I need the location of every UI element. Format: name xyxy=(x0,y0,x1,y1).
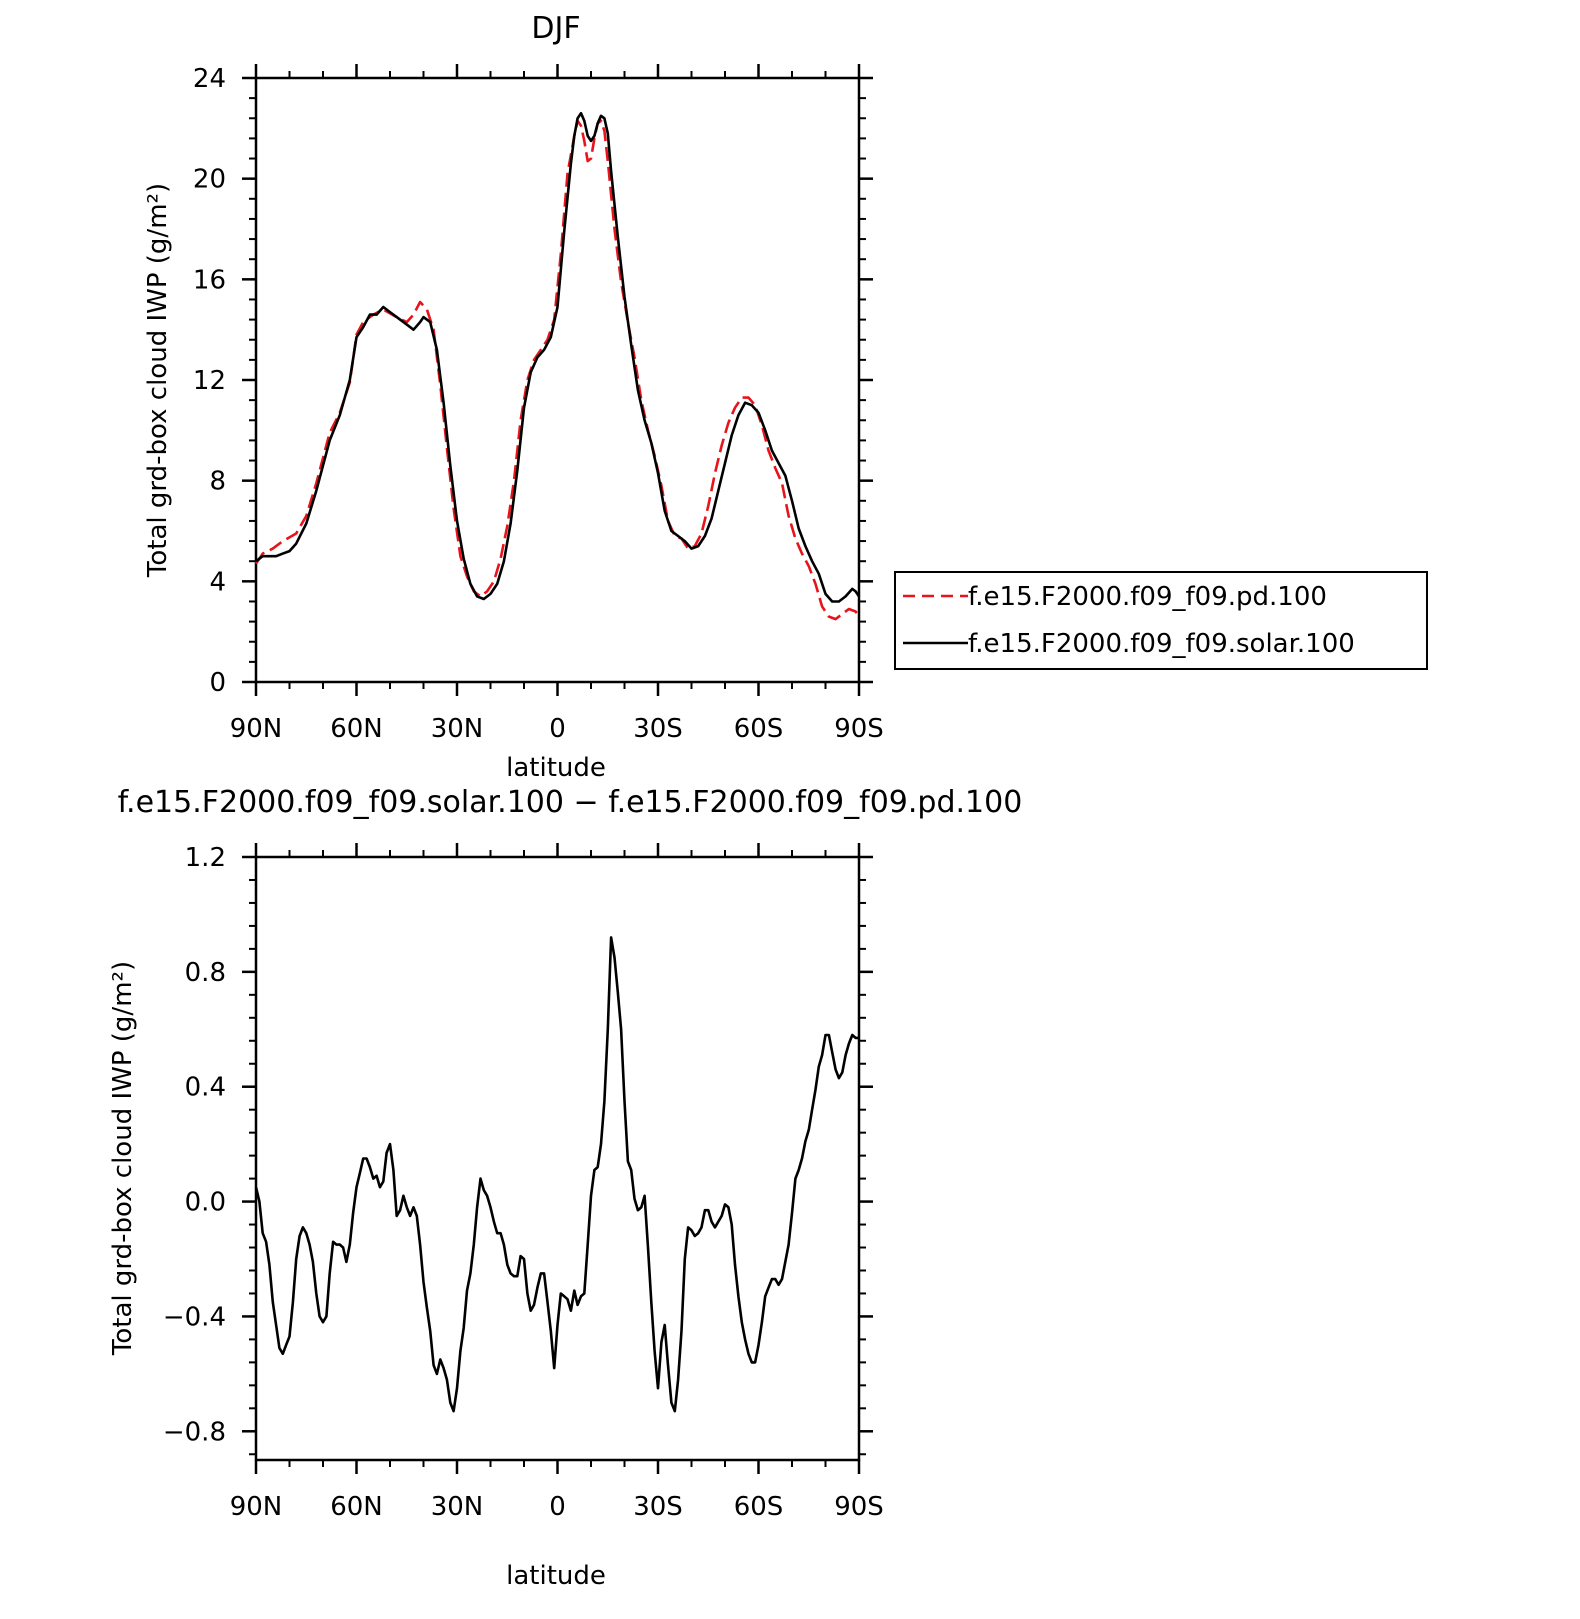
bottom-y-tick-label: 0.0 xyxy=(185,1188,226,1218)
top-chart-title: DJF xyxy=(531,11,580,46)
top-x-tick-label: 30S xyxy=(633,714,683,744)
top-x-tick-labels: 90N 60N 30N 0 30S 60S 90S xyxy=(230,714,884,744)
bottom-ticks xyxy=(242,843,873,1474)
top-x-tick-label: 60N xyxy=(330,714,383,744)
top-plot-frame xyxy=(254,76,861,684)
bottom-x-tick-label: 90S xyxy=(834,1492,884,1522)
bottom-panel: f.e15.F2000.f09_f09.solar.100 − f.e15.F2… xyxy=(108,785,1022,1591)
bottom-x-tick-label: 60S xyxy=(734,1492,784,1522)
top-y-tick-label: 24 xyxy=(193,64,226,94)
top-panel: DJF 0 4 8 12 16 20 24 90N 60N 30N 0 30S 60S 90S lati… xyxy=(143,11,1428,783)
bottom-series-line-solar xyxy=(254,936,859,1413)
top-x-tick-label: 90S xyxy=(834,714,884,744)
legend-box xyxy=(894,571,1428,670)
top-series-line-pd xyxy=(254,119,861,621)
bottom-y-tick-label: 0.4 xyxy=(185,1073,226,1103)
bottom-x-tick-label: 30S xyxy=(633,1492,683,1522)
top-y-tick-label: 8 xyxy=(209,467,226,497)
top-y-tick-label: 4 xyxy=(209,567,226,597)
bottom-y-tick-label: 1.2 xyxy=(185,843,226,873)
bottom-y-tick-label: −0.4 xyxy=(163,1302,226,1332)
top-y-axis-label: Total grd-box cloud IWP (g/m²) xyxy=(143,183,173,578)
bottom-plot-frame xyxy=(254,855,861,1462)
bottom-y-tick-label: −0.8 xyxy=(163,1417,226,1447)
top-x-axis-label: latitude xyxy=(506,753,606,783)
bottom-series-group xyxy=(254,936,859,1413)
bottom-x-axis-label: latitude xyxy=(506,1561,606,1591)
top-x-tick-label: 30N xyxy=(431,714,484,744)
top-x-tick-label: 60S xyxy=(734,714,784,744)
bottom-x-tick-label: 90N xyxy=(230,1492,283,1522)
top-y-tick-label: 0 xyxy=(209,668,226,698)
bottom-x-tick-label: 0 xyxy=(549,1492,566,1522)
top-y-tick-label: 12 xyxy=(193,366,226,396)
bottom-y-tick-label: 0.8 xyxy=(185,958,226,988)
bottom-x-tick-labels: 90N 60N 30N 0 30S 60S 90S xyxy=(230,1492,884,1522)
top-x-tick-label: 0 xyxy=(549,714,566,744)
legend: f.e15.F2000.f09_f09.pd.100 f.e15.F2000.f… xyxy=(894,571,1428,670)
top-series-group xyxy=(254,111,861,621)
legend-pd-label: f.e15.F2000.f09_f09.pd.100 xyxy=(968,582,1327,612)
top-y-tick-labels: 0 4 8 12 16 20 24 xyxy=(193,64,226,698)
top-y-tick-label: 16 xyxy=(193,265,226,295)
bottom-y-tick-labels: −0.8 −0.4 0.0 0.4 0.8 1.2 xyxy=(163,843,226,1447)
bottom-chart-title: f.e15.F2000.f09_f09.solar.100 − f.e15.F2… xyxy=(118,785,1023,820)
bottom-y-axis-label: Total grd-box cloud IWP (g/m²) xyxy=(108,961,138,1356)
top-series-line-solar xyxy=(255,111,861,603)
top-ticks xyxy=(242,64,873,696)
legend-solar-label: f.e15.F2000.f09_f09.solar.100 xyxy=(968,629,1355,659)
top-y-tick-label: 20 xyxy=(193,165,226,195)
bottom-x-tick-label: 30N xyxy=(431,1492,484,1522)
top-x-tick-label: 90N xyxy=(230,714,283,744)
bottom-x-tick-label: 60N xyxy=(330,1492,383,1522)
